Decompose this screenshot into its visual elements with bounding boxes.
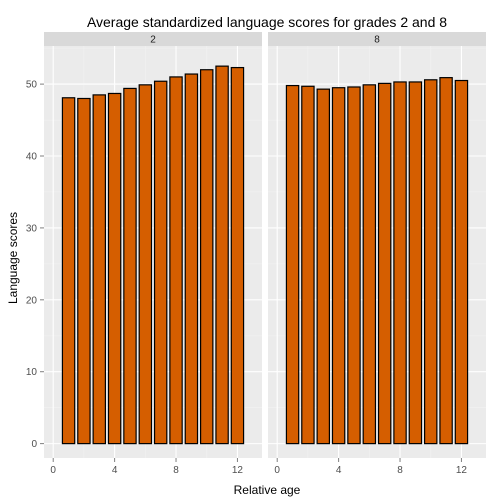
bar [184,73,199,445]
x-tick-label: 8 [397,465,403,476]
facet-panel-2: 2 0 4 8 12 [44,32,262,476]
bar [377,82,392,445]
bar [301,85,315,445]
bar [230,66,245,445]
bar [77,97,91,445]
bar [454,79,469,445]
panel-background [268,46,486,458]
y-tick-label: 10 [26,367,38,378]
bar [153,80,168,445]
bar [439,77,453,445]
bar [92,94,107,445]
facet-panel-8: 8 0 4 8 12 [268,32,486,476]
facet-strip [44,32,262,46]
y-tick-label: 50 [26,80,38,91]
bar [316,88,331,445]
x-tick-label: 12 [232,465,244,476]
bar [138,84,153,445]
panel-background [44,46,262,458]
chart-title: Average standardized language scores for… [87,14,447,30]
y-tick-label: 20 [26,295,38,306]
bar [393,81,407,445]
bar [423,79,438,445]
y-axis: 0 10 20 30 40 50 [26,80,44,450]
x-tick-label: 0 [274,465,280,476]
y-tick-label: 40 [26,152,38,163]
bar [169,76,183,445]
facet-strip-label: 8 [374,35,380,46]
x-tick-label: 0 [50,465,56,476]
facet-strip-label: 2 [150,35,156,46]
bar [347,86,361,445]
bar [331,87,346,445]
bar [61,97,76,445]
y-axis-title: Language scores [6,212,20,304]
bar [123,87,137,445]
facet-panels: 2 0 4 8 12 8 0 4 8 12 [44,32,486,476]
bar [362,84,377,445]
bar [107,92,122,445]
y-tick-label: 30 [26,223,38,234]
bar [285,84,300,445]
x-axis-title: Relative age [234,483,301,497]
x-tick-label: 4 [112,465,118,476]
x-tick-label: 12 [456,465,468,476]
bar [215,65,229,445]
y-tick-label: 0 [31,439,37,450]
x-tick-label: 8 [173,465,179,476]
bar [408,81,423,445]
bar [199,69,214,445]
facet-strip [268,32,486,46]
x-tick-label: 4 [336,465,342,476]
